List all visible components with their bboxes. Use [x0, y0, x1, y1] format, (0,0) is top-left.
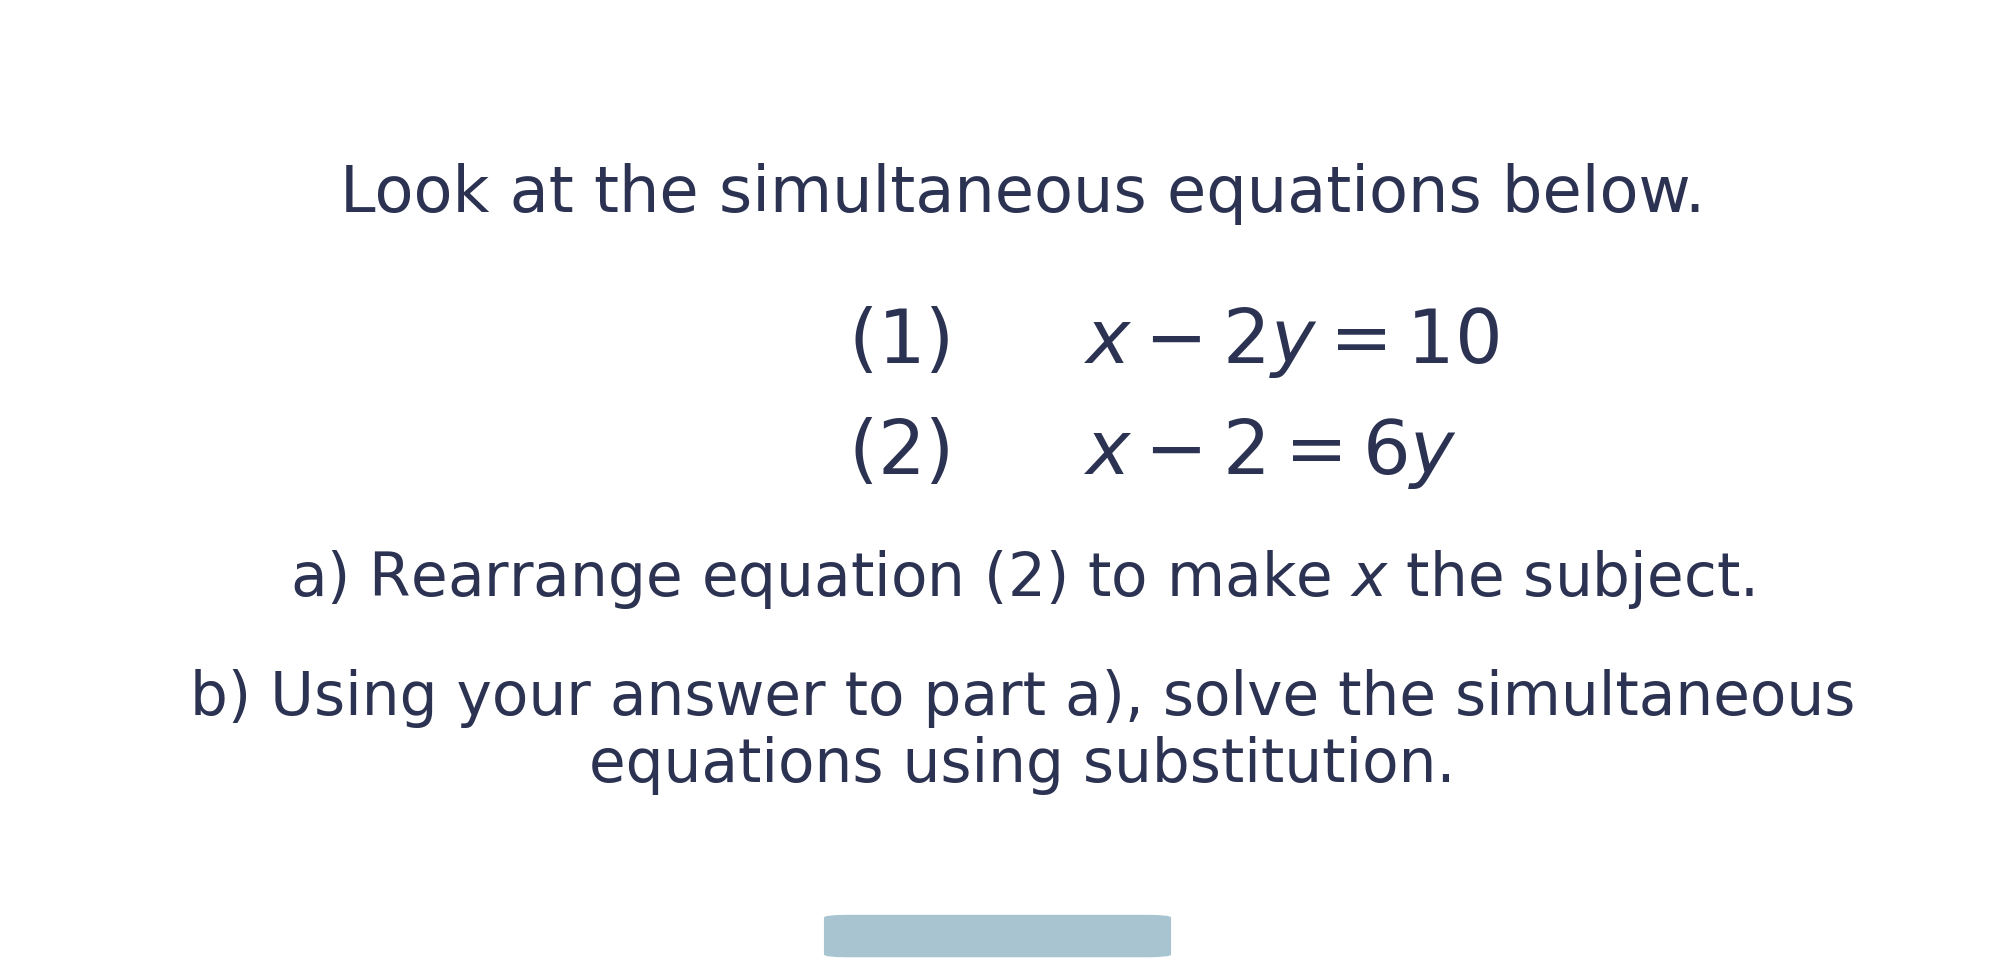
Text: b) Using your answer to part a), solve the simultaneous: b) Using your answer to part a), solve t… [190, 669, 1855, 728]
Text: $(2)$: $(2)$ [848, 416, 950, 490]
Text: a) Rearrange equation $(2)$ to make $x$ the subject.: a) Rearrange equation $(2)$ to make $x$ … [291, 549, 1754, 611]
FancyBboxPatch shape [824, 915, 1171, 957]
Text: $(1)$: $(1)$ [848, 306, 950, 379]
Text: $x - 2y = 10$: $x - 2y = 10$ [1085, 305, 1500, 380]
Text: equations using substitution.: equations using substitution. [589, 736, 1456, 794]
Text: Look at the simultaneous equations below.: Look at the simultaneous equations below… [339, 163, 1706, 225]
Text: $x - 2 = 6y$: $x - 2 = 6y$ [1085, 415, 1458, 491]
